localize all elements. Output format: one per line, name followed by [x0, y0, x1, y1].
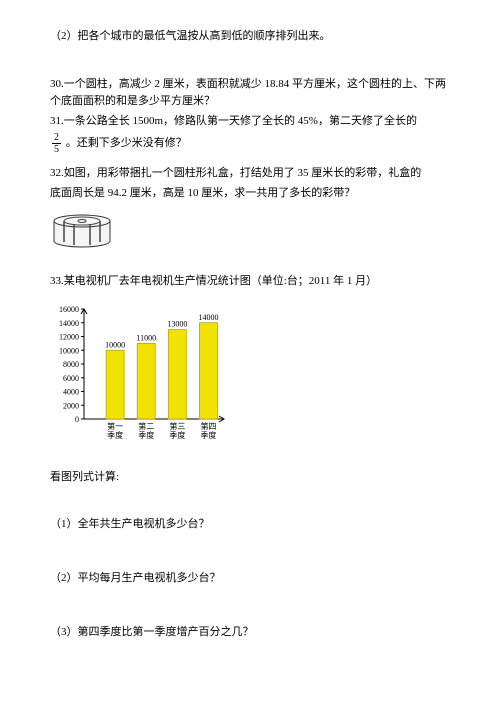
svg-text:0: 0 [75, 415, 79, 424]
svg-text:季度: 季度 [200, 430, 216, 440]
svg-text:10000: 10000 [105, 340, 125, 349]
question-30: 30.一个圆柱，高减少 2 厘米，表面积就减少 18.84 平方厘米，这个圆柱的… [50, 76, 450, 111]
question-31-tail: 。还剩下多少米没有修？ [66, 137, 187, 149]
cylinder-svg [50, 213, 114, 249]
chart-prompt: 看图列式计算: [50, 469, 450, 487]
svg-text:季度: 季度 [138, 430, 154, 440]
question-33: 33.某电视机厂去年电视机生产情况统计图（单位:台；2011 年 1 月） [50, 273, 450, 291]
svg-text:第二: 第二 [138, 421, 154, 431]
fraction-numerator: 2 [52, 132, 61, 144]
question-32-line1: 32.如图，用彩带捆扎一个圆柱形礼盒，打结处用了 35 厘米长的彩带，礼盒的 [50, 165, 450, 183]
fraction-two-fifths: 2 5 [52, 132, 61, 155]
svg-text:14000: 14000 [59, 319, 79, 328]
question-32-line2: 底面周长是 94.2 厘米，高是 10 厘米，求一共用了多长的彩带？ [50, 185, 450, 203]
svg-text:11000: 11000 [136, 333, 156, 342]
svg-text:14000: 14000 [198, 313, 218, 322]
svg-text:12000: 12000 [59, 332, 79, 341]
bar-chart: 0 2000 4000 6000 8000 10000 12000 14000 16000 100… [50, 301, 450, 451]
question-31-line1: 31.一条公路全长 1500m，修路队第一天修了全长的 45%，第二天修了全长的 [50, 113, 450, 131]
question-31-line2: 2 5 。还剩下多少米没有修？ [50, 132, 450, 155]
svg-text:第一: 第一 [107, 421, 123, 431]
svg-text:6000: 6000 [63, 374, 79, 383]
question-2-sub: （2）把各个城市的最低气温按从高到低的顺序排列出来。 [50, 28, 450, 46]
svg-text:季度: 季度 [107, 430, 123, 440]
svg-text:8000: 8000 [63, 360, 79, 369]
svg-text:10000: 10000 [59, 346, 79, 355]
svg-text:第三: 第三 [169, 421, 185, 431]
svg-text:13000: 13000 [167, 319, 187, 328]
svg-text:季度: 季度 [169, 430, 185, 440]
sub-question-1: （1）全年共生产电视机多少台？ [50, 516, 450, 534]
svg-text:第四: 第四 [200, 421, 216, 431]
sub-question-3: （3）第四季度比第一季度增产百分之几？ [50, 624, 450, 642]
bar-chart-svg: 0 2000 4000 6000 8000 10000 12000 14000 16000 100… [50, 301, 230, 451]
sub-question-2: （2）平均每月生产电视机多少台？ [50, 570, 450, 588]
svg-text:4000: 4000 [63, 387, 79, 396]
fraction-denominator: 5 [52, 144, 61, 155]
cylinder-figure [50, 213, 450, 256]
svg-text:16000: 16000 [59, 305, 79, 314]
svg-text:2000: 2000 [63, 401, 79, 410]
